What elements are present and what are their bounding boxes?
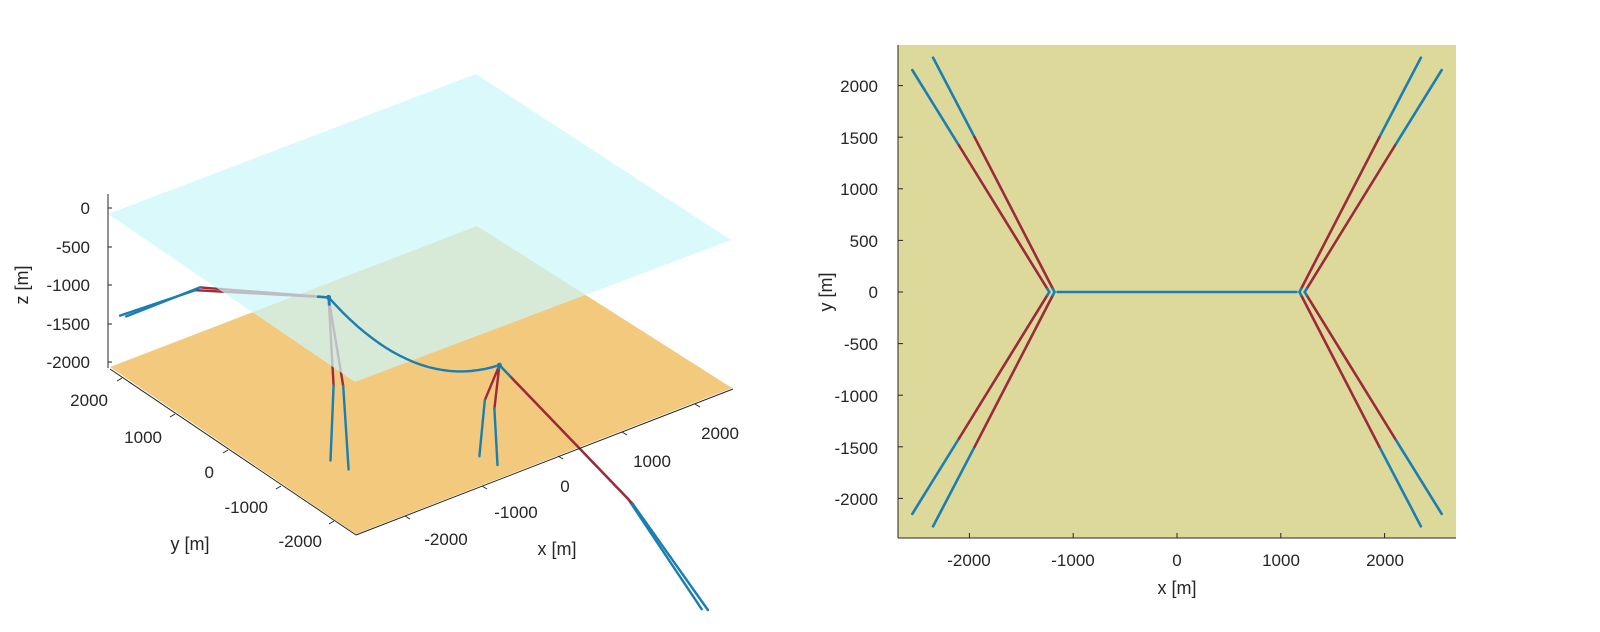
- mooring-plan-plot: 2000 1500 1000 500 0 -500 -1000 -1500 -2…: [816, 45, 1456, 598]
- seabed-plane: [110, 226, 732, 534]
- x-axis-title: x [m]: [1158, 578, 1197, 598]
- mooring-line-chain-plan: [973, 135, 1055, 291]
- x-axis-ticks: [404, 403, 701, 520]
- y-tick-label: -1000: [225, 498, 268, 517]
- y-tick-label: -2000: [279, 532, 322, 551]
- mooring-lines-above-surface: [316, 294, 512, 378]
- y-tick-label: 1000: [840, 180, 878, 199]
- x-axis-line: [355, 388, 734, 536]
- y-tick-label: 2000: [840, 77, 878, 96]
- mooring-line-seabed-3d: [342, 384, 350, 471]
- y-tick-label: -500: [844, 335, 878, 354]
- y-tick-label: -1000: [835, 387, 878, 406]
- y-axis-title: y [m]: [171, 534, 210, 554]
- x-tick-label: 0: [560, 477, 569, 496]
- x-tick-label: -1000: [494, 503, 537, 522]
- mooring-line-chain-plan: [957, 293, 1049, 440]
- mooring-line-chain-plan: [1299, 135, 1381, 291]
- fairlead-point: [326, 294, 332, 300]
- z-tick-label: -2000: [47, 353, 90, 372]
- plan-axis-ticks: [898, 85, 1386, 538]
- mooring-line-anchor-plan: [1378, 445, 1423, 528]
- mooring-line-chain-3d: [508, 375, 634, 505]
- y-tick-label: 1500: [840, 129, 878, 148]
- mooring-line-chain-plan: [957, 144, 1049, 291]
- mooring-line-chain-3d: [493, 367, 501, 410]
- x-tick-label: -2000: [947, 551, 990, 570]
- mooring-line-anchor-plan: [1393, 68, 1443, 147]
- z-tick-label: 0: [81, 199, 90, 218]
- mooring-lines-plan: [911, 56, 1443, 528]
- mooring-line-fairlead-plan: [1051, 290, 1056, 297]
- mooring-line-chain-plan: [1305, 144, 1397, 291]
- mooring-line-seabed-3d: [329, 384, 335, 462]
- mooring-line-seabed-3d: [626, 497, 703, 611]
- mooring-line-anchor-plan: [911, 437, 961, 516]
- mooring-3d-plot: 0 -500 -1000 -1500 -2000 z [m] 2000 1000…: [12, 74, 739, 612]
- mooring-line-anchor-plan: [931, 56, 976, 139]
- x-tick-label: 2000: [1366, 551, 1404, 570]
- mooring-line-seabed-3d: [493, 407, 499, 467]
- y-tick-label: 2000: [70, 391, 108, 410]
- x-tick-label: 0: [1172, 551, 1181, 570]
- mooring-line-anchor-plan: [911, 68, 961, 147]
- mooring-line-seabed-3d: [631, 502, 710, 612]
- mooring-line-fairlead-plan: [1298, 290, 1303, 297]
- z-axis-title: z [m]: [12, 266, 32, 305]
- mooring-line-anchor-plan: [1393, 437, 1443, 516]
- y-tick-label: 0: [205, 463, 214, 482]
- mooring-line-buoyant-3d: [498, 363, 512, 378]
- z-tick-label: -500: [56, 238, 90, 257]
- x-tick-label: -2000: [424, 530, 467, 549]
- y-tick-label: 1000: [124, 428, 162, 447]
- x-tick-label: 1000: [1262, 551, 1300, 570]
- y-tick-label: 0: [869, 283, 878, 302]
- fairlead-point: [496, 362, 502, 368]
- y-tick-label: -2000: [835, 490, 878, 509]
- mooring-line-fairlead-plan: [1303, 290, 1308, 297]
- shared-line-3d: [327, 296, 501, 373]
- sea-surface-plane: [108, 74, 731, 382]
- mooring-line-seabed-3d: [478, 399, 486, 458]
- y-tick-label: -1500: [835, 439, 878, 458]
- x-axis-title: x [m]: [538, 539, 577, 559]
- mooring-line-seabed-3d: [118, 289, 197, 317]
- mooring-line-chain-3d: [483, 366, 500, 402]
- x-tick-label: 2000: [701, 424, 739, 443]
- y-axis-line: [109, 368, 357, 536]
- mooring-line-anchor-plan: [1378, 56, 1423, 139]
- mooring-line-anchor-plan: [931, 445, 976, 528]
- y-axis-title: y [m]: [816, 273, 836, 312]
- mooring-line-chain-plan: [973, 293, 1055, 449]
- mooring-line-chain-plan: [1299, 293, 1381, 449]
- mooring-line-chain-plan: [1305, 293, 1397, 440]
- y-tick-label: 500: [850, 232, 878, 251]
- x-tick-label: 1000: [633, 452, 671, 471]
- y-axis-ticks: [116, 377, 335, 525]
- z-tick-label: -1000: [47, 276, 90, 295]
- mooring-line-fairlead-plan: [1046, 290, 1051, 297]
- z-tick-label: -1500: [47, 315, 90, 334]
- z-axis-ticks: [108, 207, 112, 363]
- x-tick-label: -1000: [1051, 551, 1094, 570]
